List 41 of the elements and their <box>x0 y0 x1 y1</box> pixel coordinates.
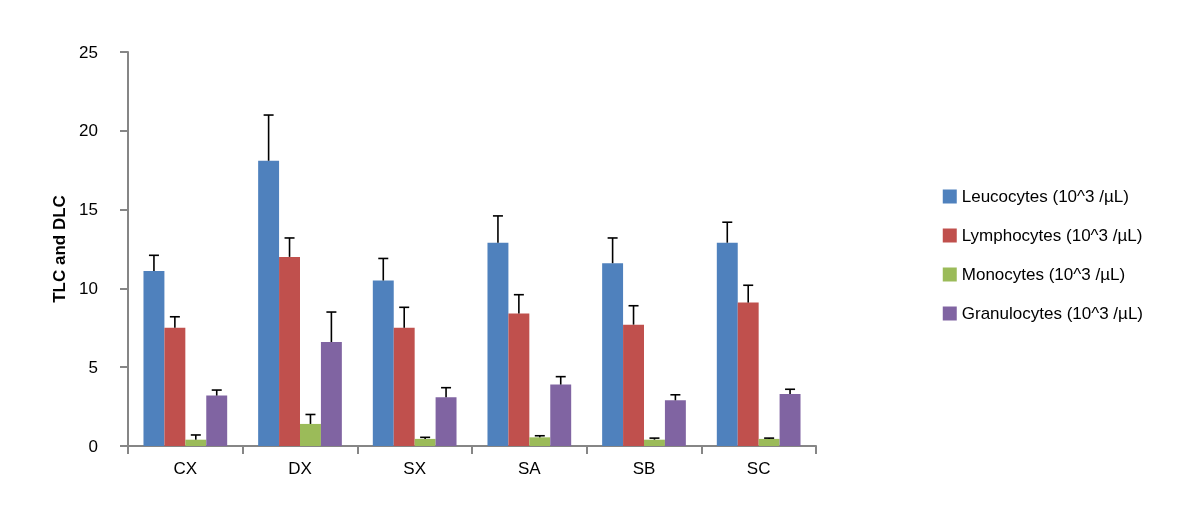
bar <box>508 313 530 446</box>
bar <box>258 160 280 446</box>
bar <box>487 242 509 446</box>
bar <box>372 280 394 446</box>
bar <box>779 393 801 446</box>
bar <box>414 438 436 446</box>
legend-label: Granulocytes (10^3 /µL) <box>961 304 1144 323</box>
bar <box>300 423 321 446</box>
x-tick-label: SA <box>517 459 542 478</box>
bar <box>185 439 207 446</box>
bar <box>393 327 415 446</box>
bar <box>143 271 165 446</box>
x-tick-label: DX <box>288 459 312 478</box>
bar <box>320 341 342 446</box>
legend-label: Monocytes (10^3 /µL) <box>961 265 1126 284</box>
y-tick-label: 15 <box>79 200 98 220</box>
x-tick-label: SB <box>632 459 656 478</box>
legend-label: Leucocytes (10^3 /µL) <box>961 187 1129 206</box>
y-tick-label: 0 <box>88 436 98 456</box>
bar <box>206 395 228 446</box>
bar <box>644 439 665 446</box>
y-axis-title: TLC and DLC <box>50 195 70 303</box>
bar <box>279 256 300 446</box>
bar <box>758 438 780 446</box>
legend-label: Lymphocytes (10^3 /µL) <box>961 226 1143 245</box>
x-tick-label: SX <box>403 459 427 478</box>
x-tick-label: SC <box>746 459 771 478</box>
bar <box>435 397 457 446</box>
y-tick-label: 20 <box>79 121 98 141</box>
bar <box>550 384 572 446</box>
y-tick-label: 5 <box>88 357 98 377</box>
bar <box>737 302 759 446</box>
y-tick-label: 25 <box>79 42 98 62</box>
y-tick-label: 10 <box>79 278 98 298</box>
bar <box>602 263 624 446</box>
x-tick-label: CX <box>173 459 198 478</box>
bar <box>164 327 186 446</box>
bar <box>716 242 738 446</box>
bar <box>664 400 686 446</box>
bar <box>529 437 551 446</box>
bar <box>623 324 644 446</box>
